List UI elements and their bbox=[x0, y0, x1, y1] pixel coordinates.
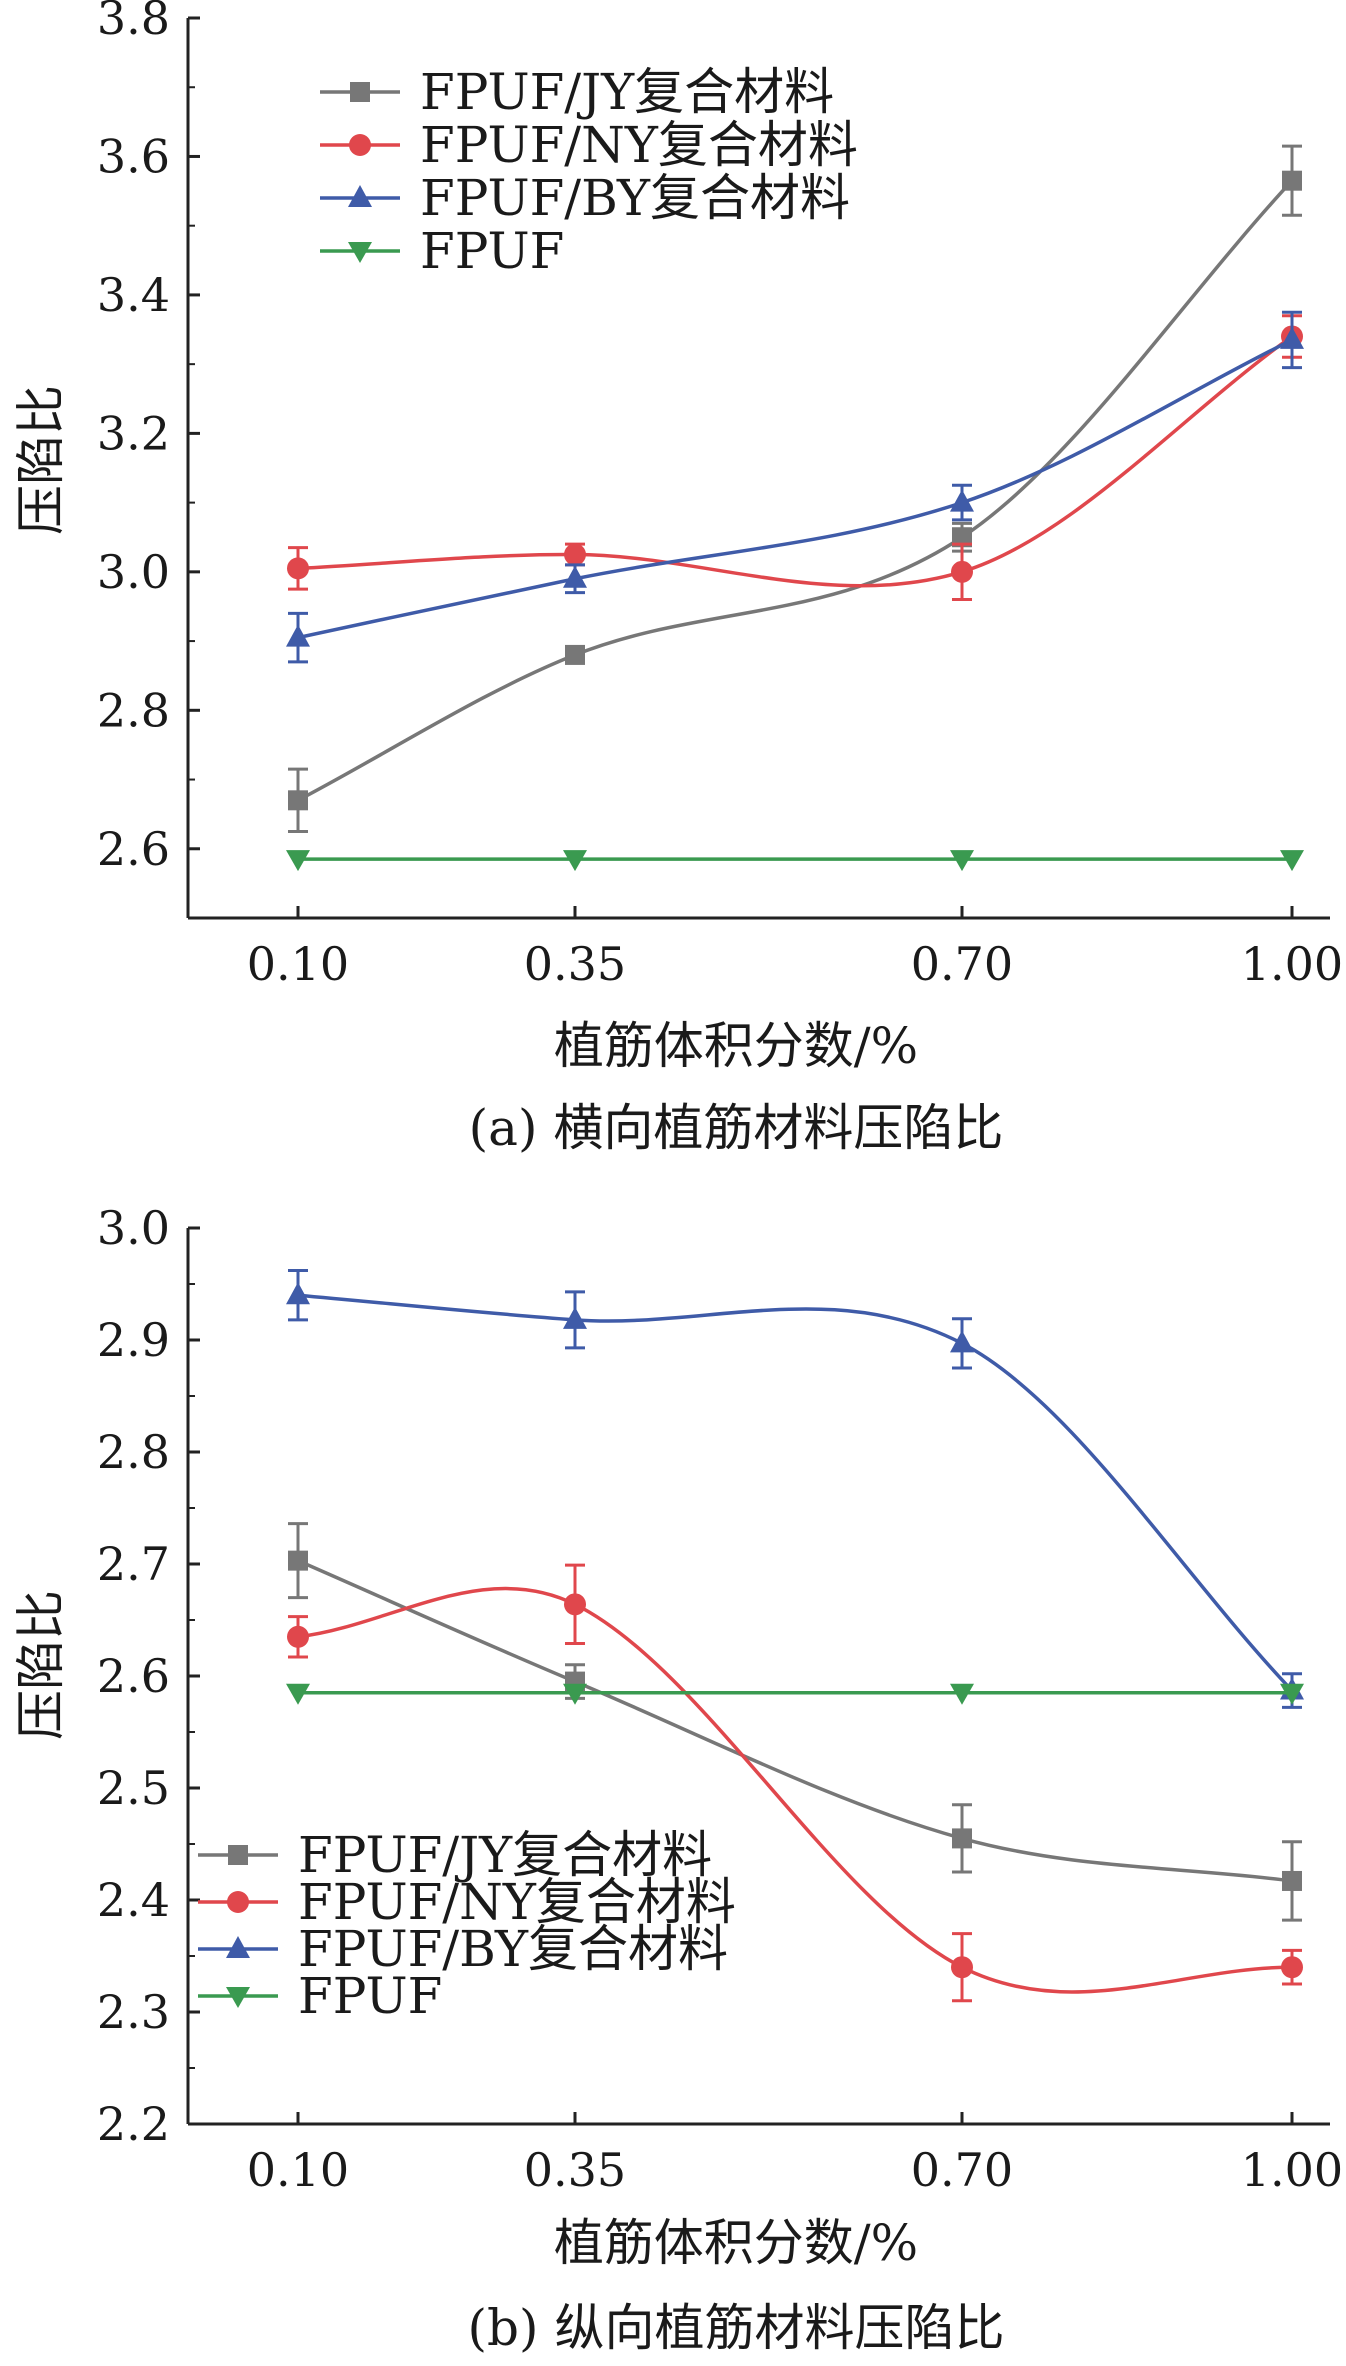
legend-entry: FPUF bbox=[420, 222, 564, 280]
series-group bbox=[288, 144, 1302, 833]
marker-circle bbox=[287, 1625, 309, 1648]
x-tick-label: 0.35 bbox=[524, 937, 626, 991]
x-tick-label: 0.70 bbox=[911, 2143, 1013, 2197]
chart-caption: (b) 纵向植筋材料压陷比 bbox=[468, 2299, 1005, 2357]
legend-entry: FPUF bbox=[298, 1967, 442, 2025]
y-tick-label: 2.8 bbox=[97, 683, 170, 737]
marker-circle bbox=[227, 1891, 249, 1913]
chart-panel-b: 2.2 2.3 2.4 2.5 2.6 2.7 2.8 2.9 3.0 0.10 0.35 0.70 1… bbox=[12, 1201, 1343, 2357]
marker-circle bbox=[564, 1593, 586, 1616]
marker-square bbox=[952, 527, 972, 548]
series-group bbox=[287, 314, 1303, 602]
marker-square bbox=[565, 644, 585, 665]
chart-caption: (a) 横向植筋材料压陷比 bbox=[469, 1099, 1004, 1157]
marker-circle bbox=[564, 543, 586, 566]
marker-square bbox=[288, 790, 308, 811]
series-line bbox=[297, 179, 1294, 802]
marker-circle bbox=[1281, 1956, 1303, 1979]
y-tick-label: 3.6 bbox=[97, 129, 170, 183]
marker-circle bbox=[951, 560, 973, 583]
marker-square bbox=[228, 1845, 248, 1865]
marker-triangle-down bbox=[1280, 850, 1304, 872]
marker-triangle-down bbox=[286, 1683, 310, 1705]
marker-triangle-down bbox=[226, 1987, 250, 2008]
marker-square bbox=[1282, 170, 1302, 191]
x-axis-label: 植筋体积分数/% bbox=[554, 1017, 918, 1075]
marker-square bbox=[350, 82, 370, 102]
x-axis-label: 植筋体积分数/% bbox=[554, 2214, 918, 2272]
chart-panel-a: 2.6 2.8 3.0 3.2 3.4 3.6 3.8 0.10 0.35 0.70 1.00 FPU… bbox=[12, 0, 1343, 1157]
series-group bbox=[286, 850, 1304, 872]
x-tick-label: 0.10 bbox=[247, 2143, 349, 2197]
legend-entry: FPUF/NY复合材料 bbox=[420, 116, 858, 174]
y-tick-label: 3.8 bbox=[97, 0, 170, 45]
series-line bbox=[297, 1559, 1293, 1883]
marker-triangle-down bbox=[348, 242, 372, 263]
y-axis-label: 压陷比 bbox=[12, 385, 70, 535]
y-tick-label: 2.5 bbox=[97, 1761, 170, 1815]
y-tick-label: 3.4 bbox=[97, 268, 170, 322]
legend-entry: FPUF/BY复合材料 bbox=[420, 169, 850, 227]
marker-triangle-down bbox=[563, 850, 587, 872]
x-tick-label: 1.00 bbox=[1241, 2143, 1343, 2197]
marker-triangle-down bbox=[950, 850, 974, 872]
series-group bbox=[287, 1563, 1303, 2003]
marker-triangle-up bbox=[286, 624, 310, 647]
legend-entry: FPUF/BY复合材料 bbox=[298, 1920, 728, 1978]
series-line bbox=[297, 1586, 1293, 1994]
y-axis-label: 压陷比 bbox=[12, 1590, 70, 1740]
y-tick-label: 2.2 bbox=[97, 2097, 170, 2151]
marker-circle bbox=[287, 557, 309, 580]
y-tick-label: 2.6 bbox=[97, 822, 170, 876]
x-tick-label: 0.10 bbox=[247, 937, 349, 991]
y-tick-label: 3.2 bbox=[97, 406, 170, 460]
marker-triangle-up bbox=[563, 1306, 587, 1329]
legend-entry: FPUF/NY复合材料 bbox=[298, 1873, 736, 1931]
marker-triangle-up bbox=[1280, 326, 1304, 349]
marker-triangle-down bbox=[286, 850, 310, 872]
y-tick-label: 2.7 bbox=[97, 1537, 170, 1591]
y-tick-label: 2.8 bbox=[97, 1425, 170, 1479]
marker-triangle-down bbox=[1280, 1683, 1304, 1705]
series-line bbox=[297, 338, 1293, 640]
y-tick-label: 2.6 bbox=[97, 1649, 170, 1703]
x-tick-label: 0.35 bbox=[524, 2143, 626, 2197]
marker-triangle-up bbox=[950, 489, 974, 512]
marker-triangle-down bbox=[950, 1683, 974, 1705]
x-tick-label: 0.70 bbox=[911, 937, 1013, 991]
y-tick-label: 2.9 bbox=[97, 1313, 170, 1367]
y-tick-label: 3.0 bbox=[97, 1201, 170, 1255]
marker-triangle-up bbox=[950, 1330, 974, 1353]
plot-area: 2.6 2.8 3.0 3.2 3.4 3.6 3.8 0.10 0.35 0.70 1.00 FPU… bbox=[97, 0, 1343, 991]
marker-square bbox=[952, 1828, 972, 1849]
series-group bbox=[286, 1269, 1304, 1709]
series-line bbox=[297, 1293, 1294, 1692]
marker-triangle-up bbox=[226, 1936, 250, 1958]
marker-triangle-up bbox=[286, 1282, 310, 1305]
y-tick-label: 3.0 bbox=[97, 545, 170, 599]
y-tick-label: 2.4 bbox=[97, 1873, 170, 1927]
marker-triangle-down bbox=[563, 1683, 587, 1705]
y-tick-label: 2.3 bbox=[97, 1985, 170, 2039]
series-line bbox=[297, 335, 1294, 588]
plot-area: 2.2 2.3 2.4 2.5 2.6 2.7 2.8 2.9 3.0 0.10 0.35 0.70 1… bbox=[97, 1201, 1343, 2197]
series-group bbox=[288, 1522, 1302, 1922]
marker-square bbox=[288, 1550, 308, 1571]
marker-circle bbox=[951, 1956, 973, 1979]
marker-circle bbox=[349, 134, 371, 156]
legend-entry: FPUF/JY复合材料 bbox=[420, 63, 834, 121]
series-group bbox=[286, 310, 1304, 664]
legend-entry: FPUF/JY复合材料 bbox=[298, 1826, 712, 1884]
marker-square bbox=[1282, 1870, 1302, 1891]
marker-triangle-up bbox=[563, 565, 587, 588]
series-group bbox=[286, 1683, 1304, 1705]
marker-triangle-up bbox=[348, 185, 372, 207]
x-tick-label: 1.00 bbox=[1241, 937, 1343, 991]
